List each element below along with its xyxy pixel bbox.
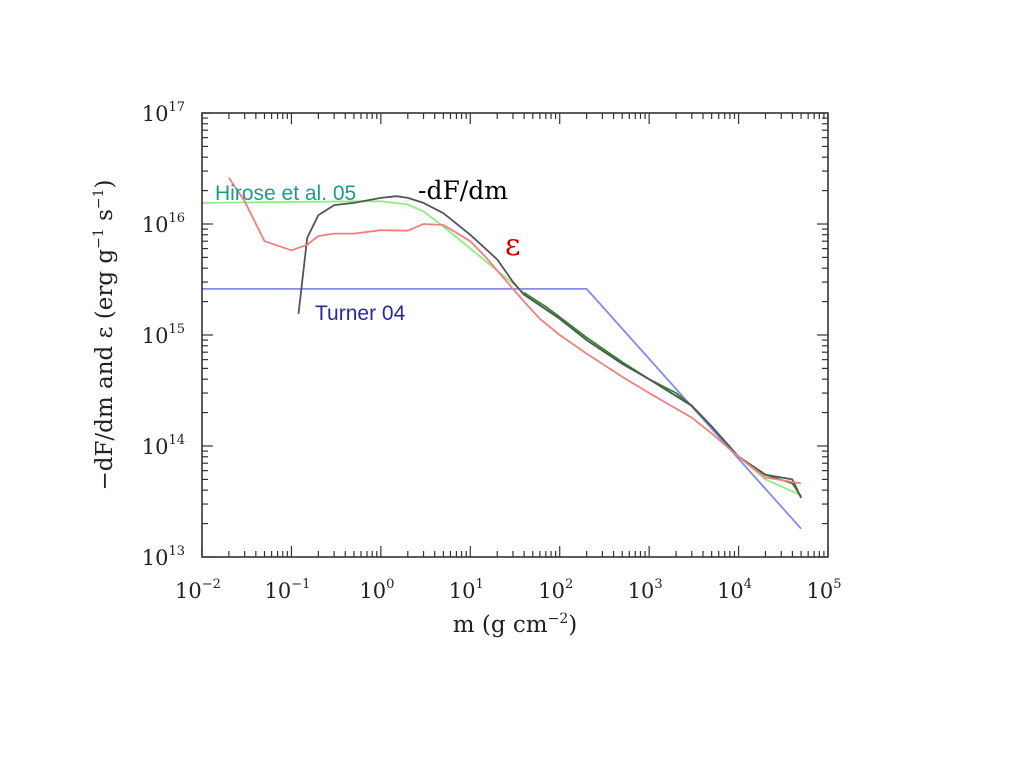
x-tick-label: 103	[628, 577, 663, 603]
y-tick-label: 1016	[142, 211, 185, 237]
plot-frame	[201, 112, 829, 558]
x-tick-label: 105	[806, 577, 841, 603]
series-line-4	[228, 177, 802, 485]
annotation-hirose: Hirose et al. 05	[215, 182, 356, 205]
tick-layer	[201, 112, 829, 558]
y-tick-label: 1017	[142, 100, 185, 126]
series-line-1	[201, 200, 802, 497]
tick-label-layer: 10−2 10−1 100 101 102 103 104 105 1013 1014 1015 10…	[142, 100, 842, 603]
annotation-epsilon: ε	[505, 228, 521, 263]
series-layer	[201, 177, 802, 530]
x-tick-label: 10−2	[175, 577, 221, 603]
y-tick-label: 1013	[142, 544, 185, 570]
y-tick-label: 1015	[142, 322, 185, 348]
x-tick-label: 100	[359, 577, 394, 603]
y-axis-title: −dF/dm and ε (erg g−1 s−1)	[91, 179, 118, 490]
y-tick-label: 1014	[142, 433, 185, 459]
annotation-dfdm: -dF/dm	[418, 176, 508, 205]
x-tick-label: 104	[717, 577, 752, 603]
annotation-turner: Turner 04	[315, 302, 406, 325]
x-tick-label: 101	[449, 577, 484, 603]
series-line-3	[297, 195, 802, 499]
x-tick-label: 102	[538, 577, 573, 603]
series-line-0	[202, 288, 802, 530]
x-axis-title: m (g cm−2)	[453, 611, 577, 638]
x-tick-label: 10−1	[264, 577, 310, 603]
